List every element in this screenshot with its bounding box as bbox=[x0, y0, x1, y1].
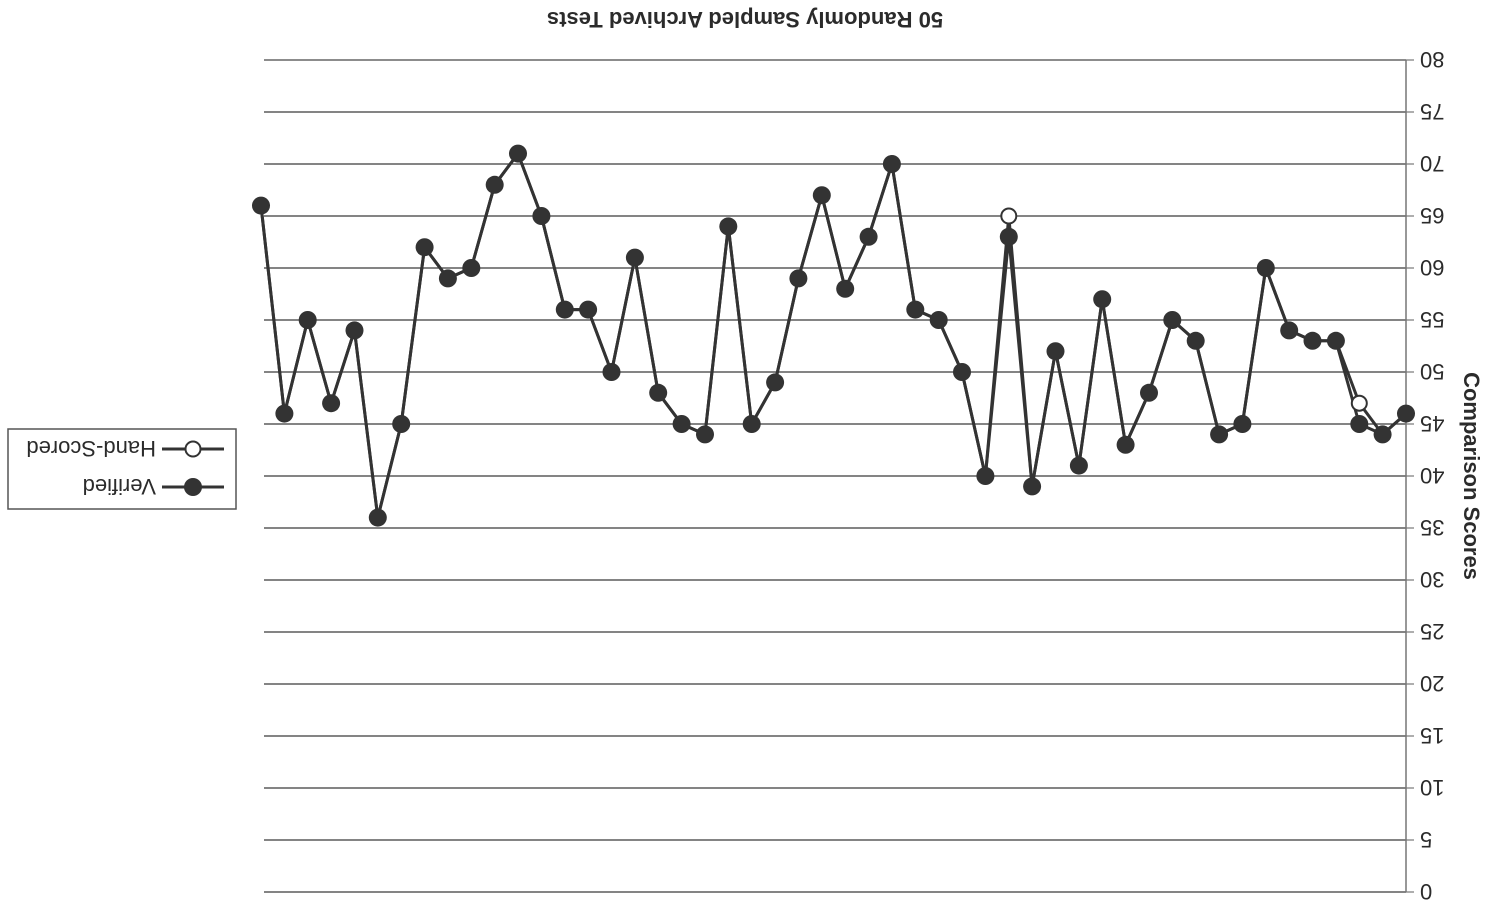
data-point-verified bbox=[485, 175, 504, 194]
data-point-verified bbox=[836, 279, 855, 298]
data-point-verified bbox=[1280, 321, 1299, 340]
data-point-verified bbox=[579, 300, 598, 319]
data-point-verified bbox=[1023, 477, 1042, 496]
y-tick-label: 10 bbox=[1420, 775, 1444, 800]
data-point-verified bbox=[1186, 331, 1205, 350]
y-tick-labels: 0 5 10 15 20 25 30 35 40 45 50 55 60 65 70 75 80 bbox=[1420, 47, 1444, 904]
y-tick-label: 50 bbox=[1420, 359, 1444, 384]
data-point-verified bbox=[252, 196, 270, 215]
data-point-verified bbox=[532, 207, 551, 225]
data-point-verified bbox=[438, 269, 457, 288]
data-point-verified bbox=[602, 363, 621, 381]
data-point-verified bbox=[1326, 331, 1345, 350]
y-tick-label: 5 bbox=[1420, 827, 1432, 852]
data-point-verified bbox=[1116, 435, 1135, 454]
y-tick-label: 75 bbox=[1420, 99, 1444, 124]
y-tick-label: 25 bbox=[1420, 619, 1444, 644]
data-point-verified bbox=[742, 415, 761, 433]
data-point-verified bbox=[415, 238, 434, 257]
data-point-verified bbox=[345, 321, 364, 340]
legend-marker bbox=[184, 478, 202, 496]
data-point-verified bbox=[625, 248, 644, 267]
data-point-verified bbox=[812, 186, 831, 205]
y-tick-label: 45 bbox=[1420, 411, 1444, 436]
y-tick-label: 0 bbox=[1420, 879, 1432, 904]
data-point-verified bbox=[789, 269, 808, 288]
data-point-verified bbox=[275, 404, 294, 423]
data-point-verified bbox=[1093, 290, 1112, 309]
legend-label: Verified bbox=[83, 474, 156, 499]
data-point-verified bbox=[929, 311, 948, 329]
y-tick-label: 30 bbox=[1420, 567, 1444, 592]
data-point-verified bbox=[368, 508, 387, 527]
data-point-verified bbox=[1210, 425, 1229, 444]
data-point-hand-scored bbox=[1000, 207, 1018, 225]
y-tick-label: 65 bbox=[1420, 203, 1444, 228]
data-point-verified bbox=[1046, 342, 1065, 361]
data-point-verified bbox=[1140, 383, 1158, 402]
data-point-verified bbox=[1350, 415, 1369, 433]
data-point-verified bbox=[322, 394, 341, 413]
data-point-verified bbox=[649, 383, 668, 402]
data-point-hand-scored bbox=[1350, 394, 1368, 412]
data-point-verified bbox=[1069, 456, 1088, 475]
data-point-verified bbox=[999, 227, 1018, 246]
series-lines bbox=[252, 144, 1415, 527]
data-point-verified bbox=[509, 144, 527, 163]
data-point-verified bbox=[1233, 415, 1252, 433]
legend-marker bbox=[184, 440, 202, 458]
data-point-verified bbox=[859, 227, 878, 246]
data-point-verified bbox=[462, 259, 481, 277]
data-point-verified bbox=[696, 425, 714, 444]
data-point-verified bbox=[1163, 311, 1182, 329]
y-tick-label: 40 bbox=[1420, 463, 1444, 488]
legend-label: Hand-Scored bbox=[26, 436, 156, 461]
y-tick-label: 80 bbox=[1420, 47, 1444, 72]
y-tick-label: 35 bbox=[1420, 515, 1444, 540]
chart-title: 50 Randomly Sampled Archived Tests bbox=[547, 7, 943, 32]
data-point-verified bbox=[392, 415, 411, 433]
y-tick-label: 55 bbox=[1420, 307, 1444, 332]
y-tick-label: 70 bbox=[1420, 151, 1444, 176]
data-point-verified bbox=[976, 467, 995, 485]
data-point-verified bbox=[555, 300, 574, 319]
data-point-verified bbox=[882, 155, 901, 173]
y-tick-label: 15 bbox=[1420, 723, 1444, 748]
data-point-verified bbox=[953, 363, 971, 381]
data-point-verified bbox=[672, 415, 691, 433]
y-tick-label: 20 bbox=[1420, 671, 1444, 696]
gridlines bbox=[264, 59, 1414, 893]
data-point-verified bbox=[719, 217, 738, 236]
legend: Verified Hand-Scored bbox=[7, 428, 237, 510]
data-point-verified bbox=[766, 373, 785, 392]
data-point-verified bbox=[1303, 331, 1322, 350]
y-tick-label: 60 bbox=[1420, 255, 1444, 280]
data-point-verified bbox=[1397, 404, 1415, 423]
data-point-verified bbox=[1256, 259, 1275, 277]
data-point-verified bbox=[1373, 425, 1392, 444]
data-point-verified bbox=[298, 311, 317, 329]
data-point-verified bbox=[906, 300, 925, 319]
y-axis-title: Comparison Scores bbox=[1459, 372, 1484, 580]
